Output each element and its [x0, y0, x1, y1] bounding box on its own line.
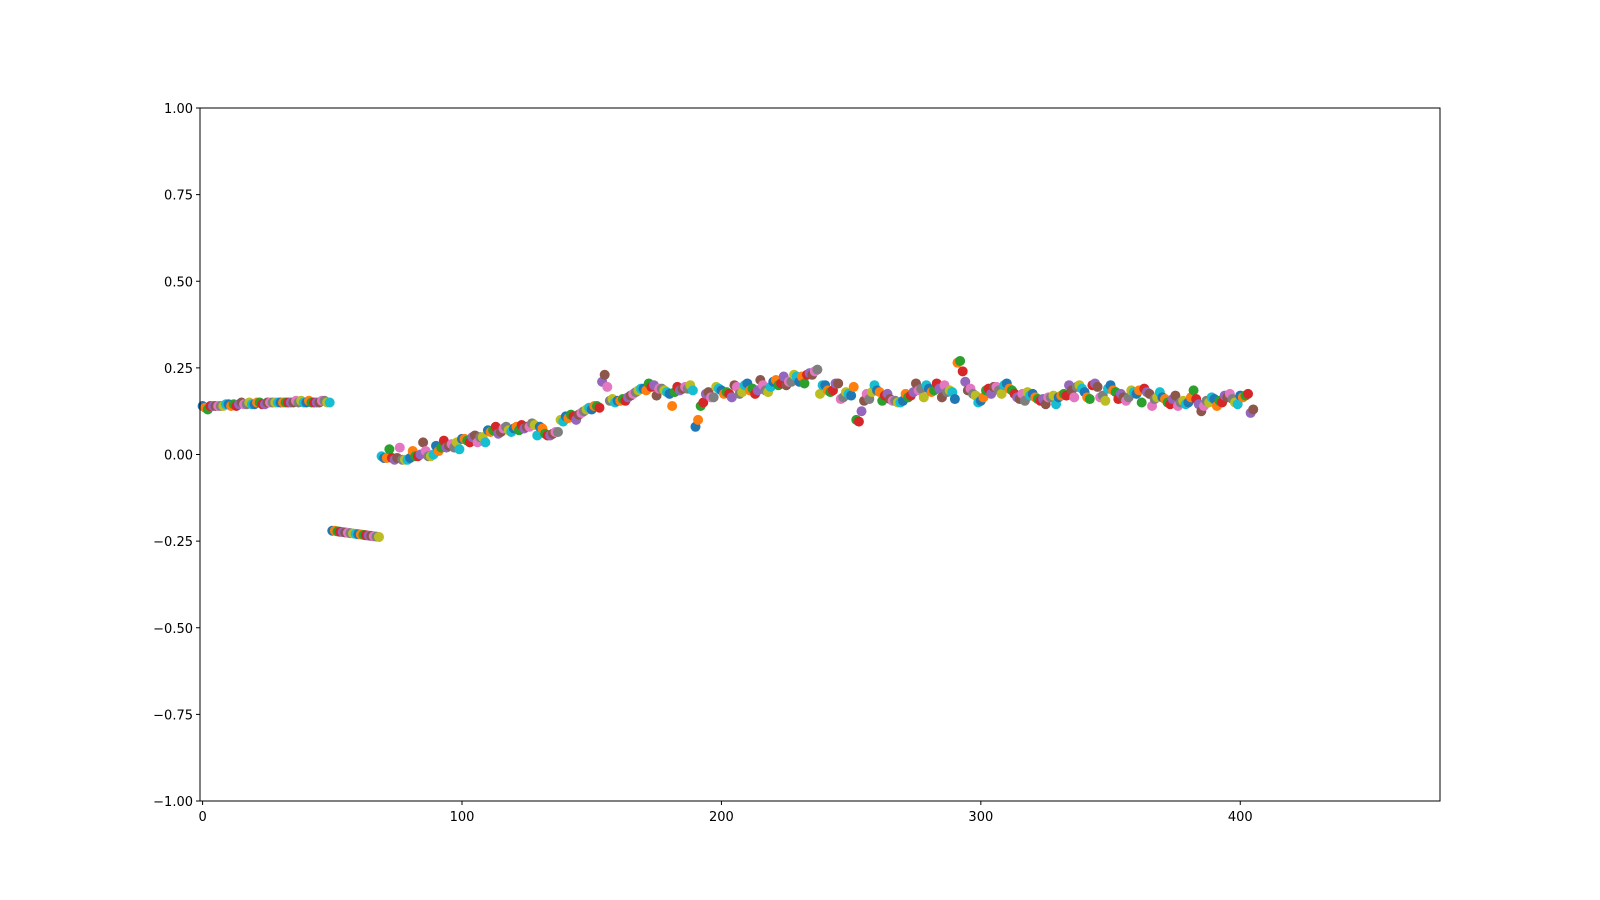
y-tick-label: 0.00	[164, 449, 193, 464]
point	[708, 392, 719, 403]
point	[957, 366, 968, 377]
point	[1188, 385, 1199, 396]
point	[1069, 392, 1080, 403]
point	[918, 392, 929, 403]
point	[960, 376, 971, 387]
point	[384, 444, 395, 455]
point	[394, 442, 405, 453]
point	[1084, 394, 1095, 405]
x-tick-label: 0	[198, 810, 206, 825]
point	[594, 402, 605, 413]
point	[846, 390, 857, 401]
point	[599, 369, 610, 380]
y-tick-label: 1.00	[164, 102, 193, 117]
point	[552, 426, 563, 437]
point	[1243, 388, 1254, 399]
point	[853, 416, 864, 427]
point	[726, 392, 737, 403]
point	[1136, 397, 1147, 408]
x-tick-label: 300	[968, 810, 993, 825]
point	[856, 406, 867, 417]
point	[687, 385, 698, 396]
point	[799, 378, 810, 389]
point	[833, 378, 844, 389]
point	[848, 381, 859, 392]
plot-area	[197, 355, 1259, 542]
point	[698, 397, 709, 408]
point	[418, 437, 429, 448]
point	[955, 355, 966, 366]
y-tick-label: 0.75	[164, 189, 193, 204]
point	[693, 414, 704, 425]
x-tick-label: 400	[1228, 810, 1253, 825]
point	[532, 430, 543, 441]
point	[602, 381, 613, 392]
point	[454, 444, 465, 455]
point	[1232, 399, 1243, 410]
point	[996, 388, 1007, 399]
point	[949, 394, 960, 405]
point	[1092, 381, 1103, 392]
y-tick-label: 0.50	[164, 275, 193, 290]
y-tick-label: −0.25	[153, 535, 193, 550]
point	[815, 388, 825, 399]
x-tick-label: 100	[450, 810, 475, 825]
y-tick-label: −0.50	[153, 622, 193, 637]
point	[373, 531, 384, 542]
point	[324, 397, 335, 408]
point	[1170, 390, 1181, 401]
y-tick-label: −0.75	[153, 708, 193, 723]
point	[667, 400, 678, 411]
point	[1248, 404, 1259, 415]
point	[812, 364, 823, 375]
y-tick-label: −1.00	[153, 795, 193, 810]
point	[480, 437, 491, 448]
y-tick-label: 0.25	[164, 362, 193, 377]
x-tick-label: 200	[709, 810, 734, 825]
point	[1100, 395, 1111, 406]
